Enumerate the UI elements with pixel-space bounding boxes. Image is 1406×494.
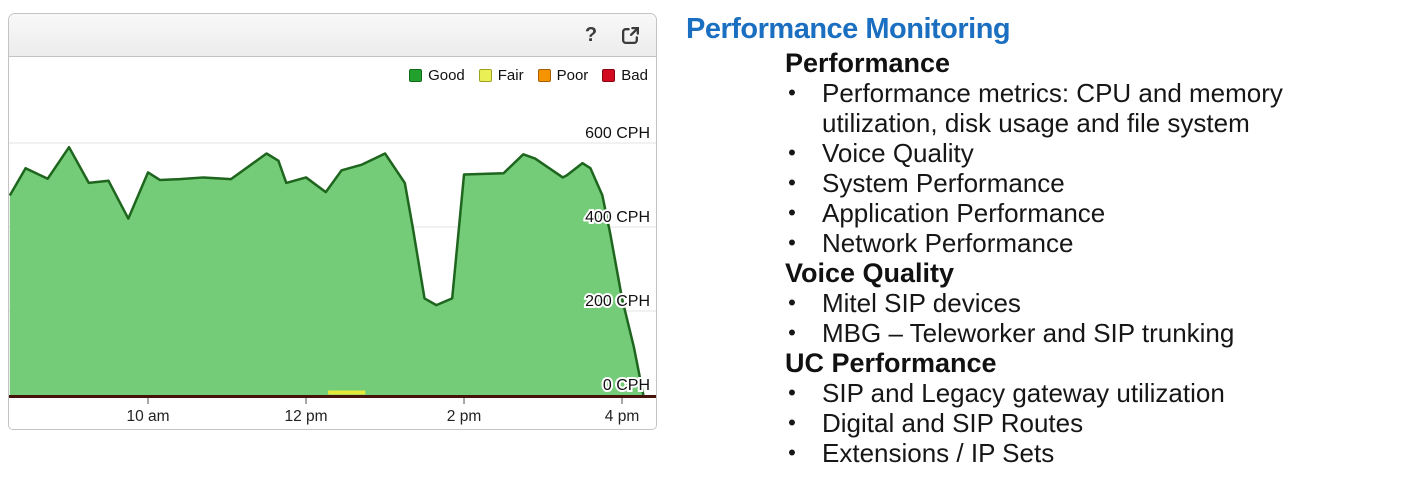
- bullet-text: SIP and Legacy gateway utilization: [822, 378, 1225, 408]
- x-tick-label: 12 pm: [284, 408, 327, 425]
- performance-chart-widget: ? 10 am 12 pm 2 pm 4 pm 600 CPH 400 CPH 200 CP…: [8, 13, 657, 430]
- good-area-series: [9, 147, 644, 395]
- bullet-icon: •: [788, 410, 796, 435]
- y-tick-label: 400 CPH: [585, 209, 650, 226]
- legend-label: Fair: [497, 67, 524, 84]
- fair-swatch-icon: [478, 69, 492, 82]
- legend-label: Poor: [556, 67, 589, 84]
- x-tick-label: 2 pm: [447, 408, 481, 425]
- open-external-icon: [621, 26, 639, 44]
- list-item: • Network Performance: [686, 228, 1398, 258]
- bullet-icon: •: [788, 320, 796, 345]
- bullet-text: MBG – Teleworker and SIP trunking: [822, 318, 1235, 348]
- section-heading-uc-performance: UC Performance: [785, 348, 997, 378]
- bullet-icon: •: [788, 80, 796, 105]
- list-item: • System Performance: [686, 168, 1398, 198]
- chart-legend: Good Fair Poor Bad: [409, 67, 648, 84]
- bullet-icon: •: [788, 200, 796, 225]
- help-button[interactable]: ?: [579, 23, 603, 47]
- bullet-icon: •: [788, 440, 796, 465]
- list-item: • MBG – Teleworker and SIP trunking: [686, 318, 1398, 348]
- good-swatch-icon: [409, 69, 423, 82]
- widget-header: ?: [9, 14, 656, 57]
- open-external-button[interactable]: [618, 23, 642, 47]
- bullet-icon: •: [788, 380, 796, 405]
- good-series-line: [9, 145, 645, 396]
- bullet-text: Mitel SIP devices: [822, 288, 1021, 318]
- x-tick-label: 10 am: [126, 408, 169, 425]
- list-item: • Performance metrics: CPU and memory ut…: [686, 78, 1398, 138]
- legend-label: Bad: [621, 67, 648, 84]
- y-tick-label: 0 CPH: [603, 377, 650, 394]
- list-item: • Mitel SIP devices: [686, 288, 1398, 318]
- x-tick-label: 4 pm: [605, 408, 639, 425]
- legend-item-bad: Bad: [602, 67, 648, 84]
- bullet-icon: •: [788, 140, 796, 165]
- help-icon: ?: [584, 24, 598, 46]
- bullet-text: Performance metrics: CPU and memory util…: [822, 78, 1283, 138]
- legend-item-fair: Fair: [478, 67, 524, 84]
- bullet-icon: •: [788, 290, 796, 315]
- bullet-text: Voice Quality: [822, 138, 974, 168]
- legend-item-poor: Poor: [537, 67, 589, 84]
- bullet-text: Extensions / IP Sets: [822, 438, 1055, 468]
- legend-item-good: Good: [409, 67, 465, 84]
- bullet-icon: •: [788, 170, 796, 195]
- page-title: Performance Monitoring: [686, 13, 1011, 45]
- bullet-icon: •: [788, 230, 796, 255]
- quality-area-chart: 10 am 12 pm 2 pm 4 pm 600 CPH 400 CPH 200 CPH 0…: [9, 123, 656, 425]
- list-item: • Digital and SIP Routes: [686, 408, 1398, 438]
- section-heading-voice-quality: Voice Quality: [785, 258, 955, 288]
- bad-swatch-icon: [602, 69, 616, 82]
- bullet-text: Network Performance: [822, 228, 1074, 258]
- list-item: • SIP and Legacy gateway utilization: [686, 378, 1398, 408]
- list-item: • Application Performance: [686, 198, 1398, 228]
- section-heading-performance: Performance: [785, 48, 951, 78]
- performance-monitoring-panel: Performance Monitoring Performance • Per…: [686, 12, 1398, 468]
- legend-label: Good: [428, 67, 465, 84]
- y-tick-label: 600 CPH: [585, 125, 650, 142]
- bullet-text: Application Performance: [822, 198, 1106, 228]
- poor-swatch-icon: [537, 69, 551, 82]
- chart-body: 10 am 12 pm 2 pm 4 pm 600 CPH 400 CPH 200 CPH 0…: [9, 57, 656, 429]
- y-tick-label: 200 CPH: [585, 293, 650, 310]
- list-item: • Extensions / IP Sets: [686, 438, 1398, 468]
- bullet-text: System Performance: [822, 168, 1065, 198]
- list-item: • Voice Quality: [686, 138, 1398, 168]
- bullet-text: Digital and SIP Routes: [822, 408, 1084, 438]
